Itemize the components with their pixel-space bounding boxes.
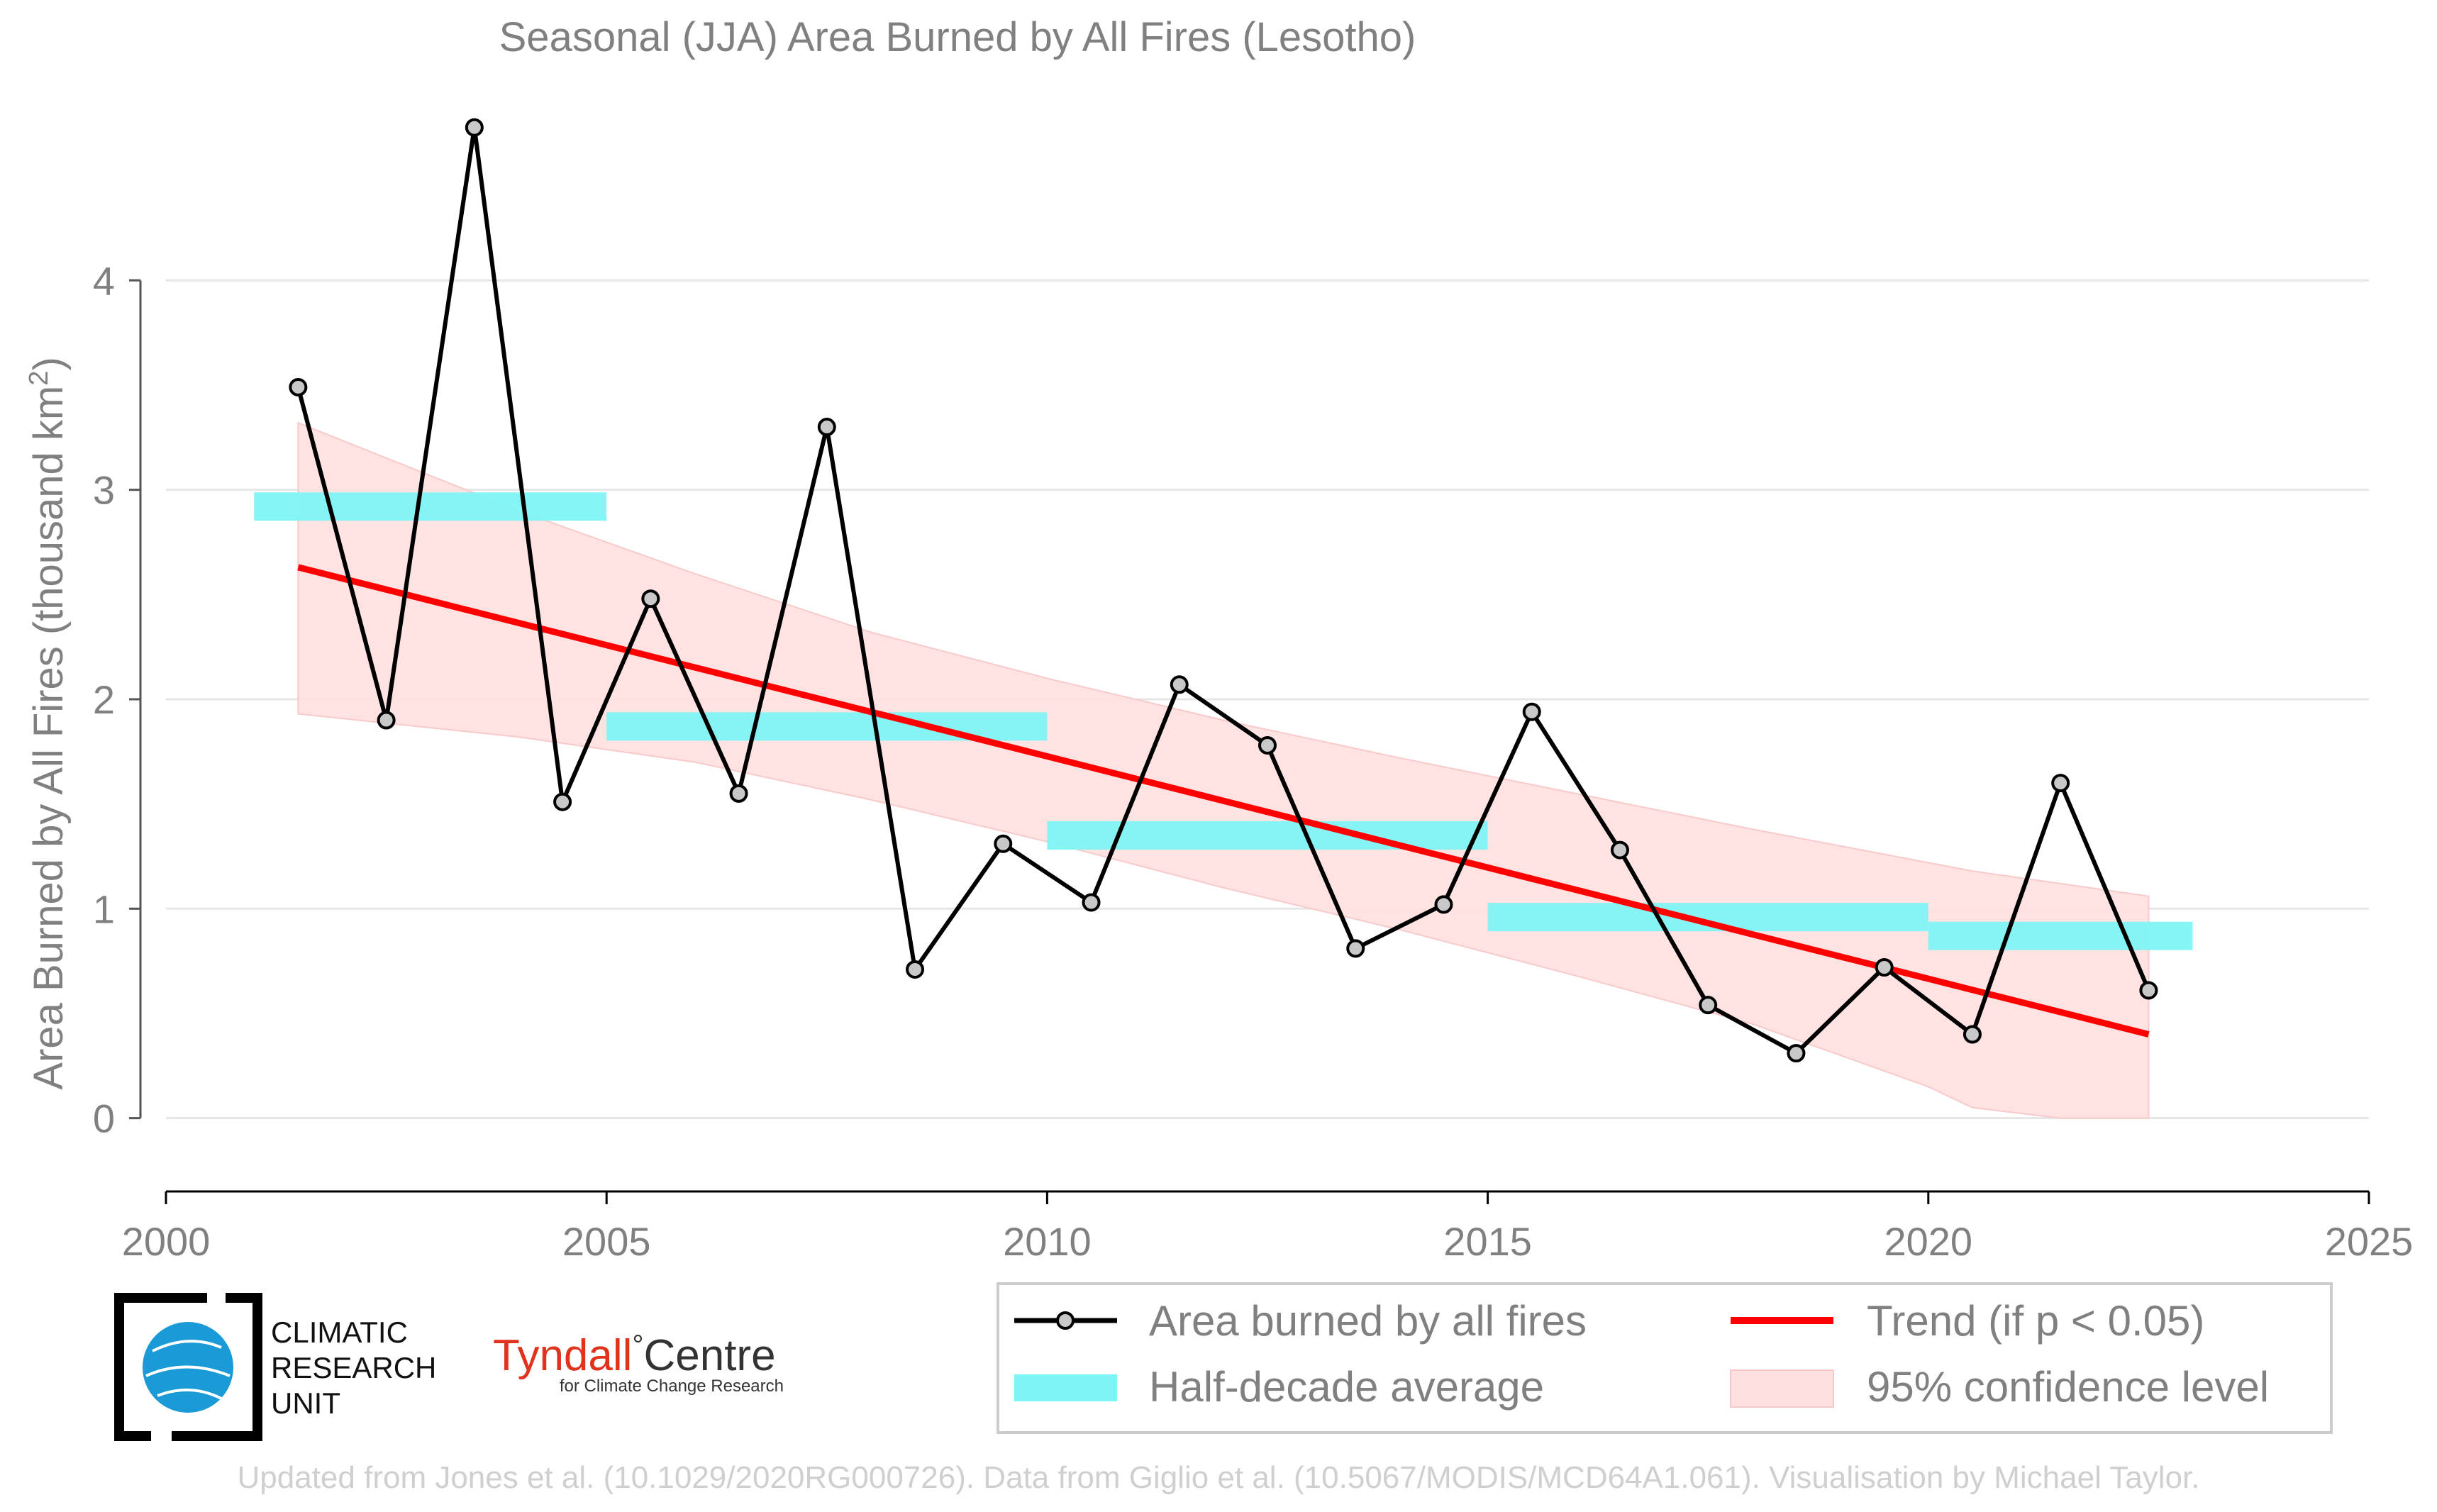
data-point-13	[1434, 895, 1453, 914]
y-axis-label-end: )	[26, 357, 72, 370]
data-point-11	[1258, 735, 1277, 755]
half-decade-average-bar-3	[1487, 903, 1928, 932]
y-tick-label-3: 3	[93, 468, 115, 513]
half-decade-average-bar-0	[254, 492, 607, 521]
legend-average-label: Half-decade average	[1149, 1363, 1544, 1411]
legend-confidence-label: 95% confidence level	[1867, 1363, 2269, 1411]
confidence-band	[297, 421, 2150, 1119]
confidence-band-layer	[297, 421, 2150, 1119]
cru-text-line3: UNIT	[271, 1386, 340, 1420]
tyndall-logo: Tyndall°Centre for Climate Change Resear…	[493, 1330, 784, 1396]
legend-line-label: Area burned by all fires	[1149, 1297, 1587, 1345]
y-axis-label: Area Burned by All Fires (thousand km2)	[24, 357, 72, 1089]
data-point-3	[553, 792, 572, 811]
y-tick-label-1: 1	[93, 886, 115, 931]
legend-confidence-swatch	[1730, 1369, 1834, 1408]
x-tick-label-4: 2020	[1884, 1219, 1973, 1264]
cru-text-line1: CLIMATIC	[271, 1316, 408, 1349]
tyndall-name: Tyndall	[493, 1331, 632, 1380]
cru-logo: CLIMATIC RESEARCH UNIT	[114, 1293, 436, 1441]
legend-box	[997, 1282, 2333, 1434]
data-point-19	[1963, 1025, 1982, 1044]
cru-logo-bracket-right	[172, 1293, 262, 1441]
y-tick-label-2: 2	[93, 677, 115, 722]
footer-credits: Updated from Jones et al. (10.1029/2020R…	[238, 1460, 2200, 1495]
data-point-12	[1346, 939, 1365, 958]
y-axis-label-main: Area Burned by All Fires (thousand km	[26, 386, 72, 1090]
data-point-20	[2051, 774, 2070, 793]
data-point-2	[465, 118, 484, 137]
trend-line	[297, 564, 2150, 1038]
data-point-1	[377, 711, 396, 730]
x-tick-label-3: 2015	[1443, 1219, 1532, 1264]
data-point-21	[2139, 981, 2158, 1000]
trend-line-layer	[297, 564, 2150, 1038]
half-decade-average-bar-4	[1928, 921, 2193, 950]
axes: 0 1 2 3 4 2000 2005 2010 2015 2020 2025	[93, 258, 2413, 1264]
data-point-15	[1610, 840, 1629, 860]
tyndall-logo-text: Tyndall°Centre	[493, 1330, 776, 1380]
cru-logo-bracket-left	[114, 1293, 207, 1441]
globe-wave-lines	[145, 1340, 231, 1400]
data-point-10	[1170, 675, 1189, 694]
x-tick-label-0: 2000	[122, 1219, 211, 1264]
series-layer	[289, 118, 2158, 1063]
y-tick-label-0: 0	[93, 1096, 115, 1141]
tyndall-subtitle: for Climate Change Research	[560, 1377, 784, 1396]
legend-trend-label: Trend (if p < 0.05)	[1867, 1297, 2204, 1345]
cru-text-line2: RESEARCH	[271, 1351, 436, 1384]
chart-title: Seasonal (JJA) Area Burned by All Fires …	[499, 14, 1416, 60]
data-point-0	[289, 377, 308, 396]
legend: Area burned by all fires Half-decade ave…	[997, 1282, 2333, 1434]
legend-average-swatch	[1014, 1374, 1117, 1401]
data-point-18	[1875, 958, 1894, 977]
data-point-6	[817, 418, 836, 437]
x-tick-label-1: 2005	[562, 1219, 651, 1264]
data-point-8	[994, 834, 1013, 853]
y-tick-label-4: 4	[93, 258, 115, 303]
data-point-4	[641, 589, 660, 608]
data-point-5	[729, 784, 748, 803]
series-line-0	[296, 127, 2151, 1056]
tyndall-centre: Centre	[643, 1331, 775, 1380]
x-tick-label-5: 2025	[2325, 1219, 2414, 1264]
data-point-16	[1699, 996, 1718, 1015]
legend-marker-swatch	[1056, 1311, 1075, 1330]
y-axis-label-superscript: 2	[24, 371, 54, 386]
data-point-7	[906, 960, 925, 979]
data-point-14	[1522, 702, 1541, 721]
data-point-17	[1787, 1044, 1806, 1063]
x-tick-label-2: 2010	[1003, 1219, 1092, 1264]
tyndall-degree: °	[632, 1330, 643, 1361]
data-point-9	[1082, 893, 1101, 912]
